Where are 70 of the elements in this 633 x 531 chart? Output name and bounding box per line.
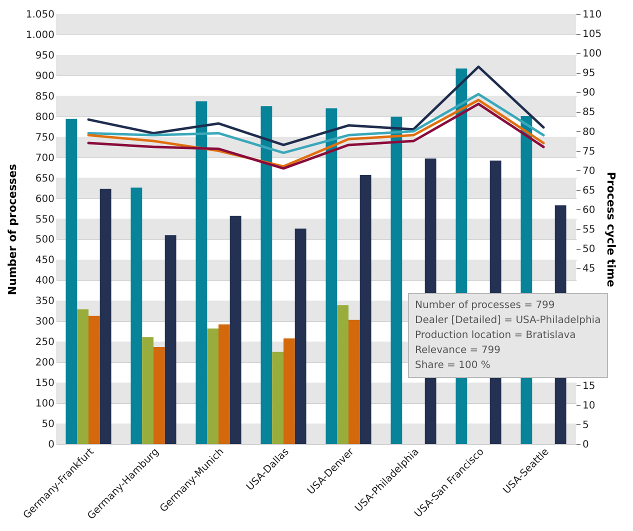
y2-tick-label: 70 xyxy=(582,166,596,177)
y2-tick-label: 50 xyxy=(582,244,596,256)
y-tick-label: 650 xyxy=(35,173,54,184)
bar xyxy=(326,108,338,444)
bar xyxy=(284,338,295,444)
y2-tick-label: 85 xyxy=(582,107,596,118)
y-tick-label: 700 xyxy=(35,152,54,164)
y2-tick-label: 75 xyxy=(582,146,596,158)
bar xyxy=(196,101,208,444)
bar xyxy=(390,116,402,444)
line-series xyxy=(87,66,545,146)
y-tick-label: 300 xyxy=(35,316,54,328)
y2-tick-label: 60 xyxy=(582,204,596,216)
y-tick-label: 750 xyxy=(35,132,54,144)
bar xyxy=(164,235,176,444)
y2-tick-label: 10 xyxy=(582,400,596,412)
y-tick-label: 550 xyxy=(35,214,54,226)
bar xyxy=(154,346,165,444)
y-tick-label: 400 xyxy=(35,276,54,287)
y2-tick-label: 110 xyxy=(582,10,602,20)
y2-tick-label: 15 xyxy=(582,380,596,392)
y2-tick-label: 100 xyxy=(582,48,602,60)
bar xyxy=(230,216,242,444)
y-tick-label: 850 xyxy=(35,91,54,102)
bar xyxy=(100,188,112,444)
annotation: Dealer [Detailed] = USA-Philadelphia xyxy=(415,314,601,328)
bar xyxy=(294,228,306,444)
y2-tick-label: 65 xyxy=(582,185,596,196)
y2-tick-label: 105 xyxy=(582,29,602,40)
y2-tick-label: 0 xyxy=(582,440,589,450)
y-tick-label: 900 xyxy=(35,70,54,82)
bar xyxy=(207,328,218,444)
bar xyxy=(272,352,284,444)
bar xyxy=(142,337,154,444)
bar xyxy=(130,188,142,444)
y-tick-label: 950 xyxy=(35,50,54,62)
bar xyxy=(77,309,88,444)
bar xyxy=(260,106,272,444)
y2-tick-label: 45 xyxy=(582,264,596,275)
annotation: Share = 100 % xyxy=(415,359,492,373)
bar xyxy=(66,118,78,444)
bar xyxy=(88,316,100,444)
y2-axis-title: Process cycle time xyxy=(604,172,618,288)
y-tick-label: 1.050 xyxy=(26,10,54,20)
annotation: Production location = Bratislava xyxy=(415,329,577,343)
y-tick-label: 250 xyxy=(35,337,54,348)
y-tick-label: 800 xyxy=(35,112,54,123)
y-tick-label: 1.000 xyxy=(26,30,54,41)
y-axis-title: Number of processes xyxy=(6,163,19,296)
y2-tick-label: 80 xyxy=(582,126,596,138)
y-tick-label: 50 xyxy=(42,419,54,430)
annotation: Relevance = 799 xyxy=(415,344,502,358)
y-tick-label: 200 xyxy=(35,358,54,369)
bar xyxy=(360,174,372,444)
y-tick-label: 450 xyxy=(35,255,54,266)
y2-tick-label: 55 xyxy=(582,224,596,236)
y2-tick-label: 95 xyxy=(582,68,596,80)
y2-tick-label: 90 xyxy=(582,88,596,99)
y-tick-label: 150 xyxy=(35,378,54,390)
bar xyxy=(348,320,360,444)
y2-tick-label: 5 xyxy=(582,420,589,431)
y-tick-label: 0 xyxy=(48,440,54,450)
bar xyxy=(218,324,230,444)
y-tick-label: 100 xyxy=(35,398,54,410)
bar xyxy=(337,305,348,444)
line-series xyxy=(87,92,545,154)
annotation: Number of processes = 799 xyxy=(415,299,556,313)
y-tick-label: 500 xyxy=(35,234,54,246)
y-tick-label: 600 xyxy=(35,194,54,205)
y-tick-label: 350 xyxy=(35,296,54,308)
